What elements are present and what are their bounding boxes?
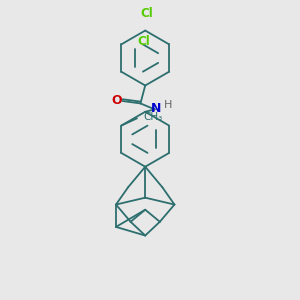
- Text: Cl: Cl: [140, 7, 153, 20]
- Text: CH₃: CH₃: [143, 112, 162, 122]
- Text: N: N: [151, 102, 161, 115]
- Text: Cl: Cl: [137, 35, 150, 48]
- Text: H: H: [164, 100, 172, 110]
- Text: O: O: [111, 94, 122, 107]
